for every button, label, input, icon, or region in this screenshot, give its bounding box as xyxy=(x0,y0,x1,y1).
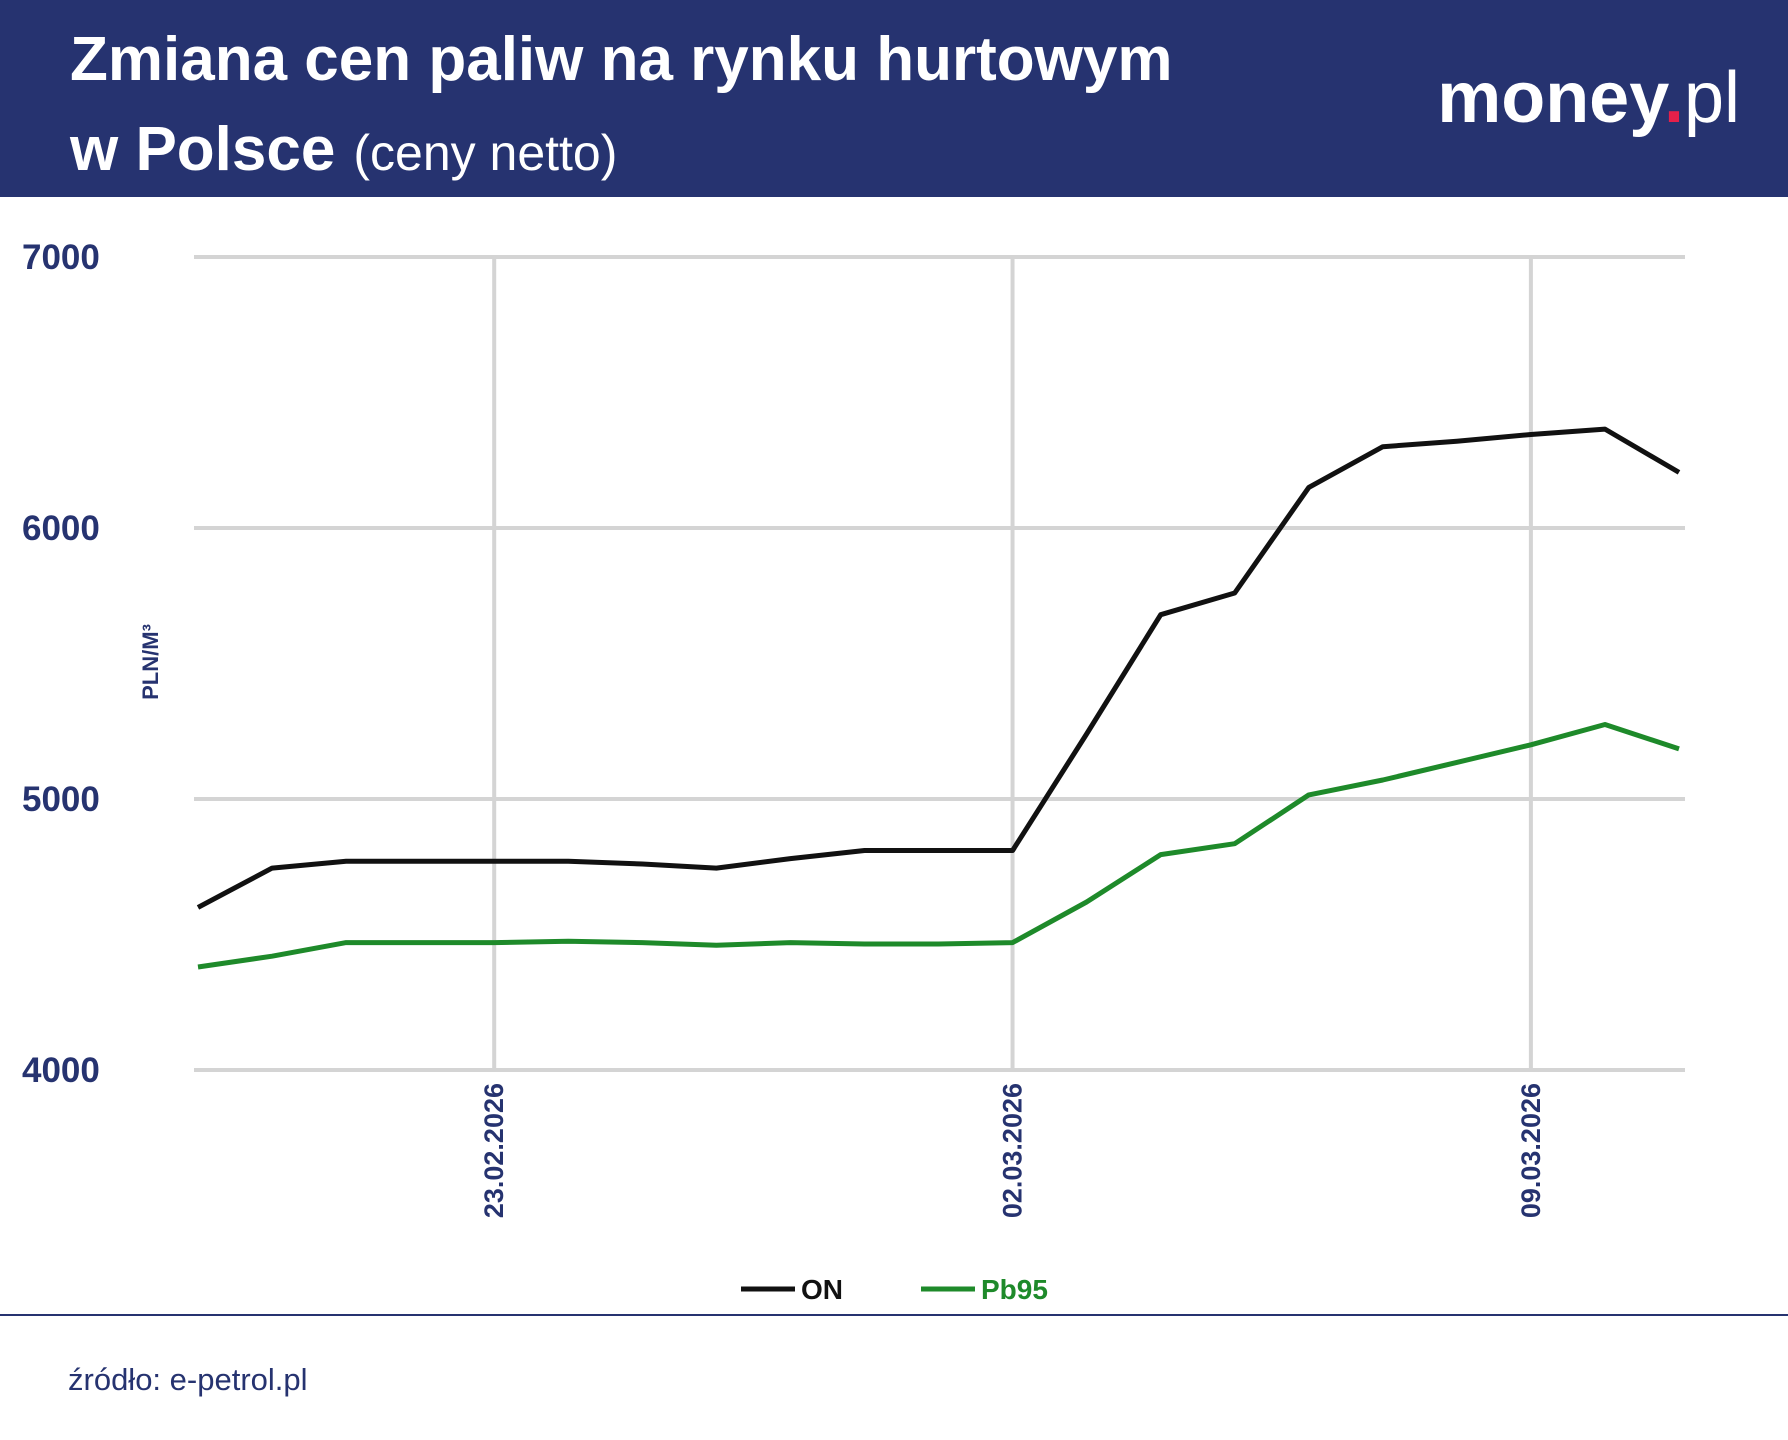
y-tick-label: 6000 xyxy=(22,509,100,548)
header-band xyxy=(0,0,1788,197)
y-tick-label: 4000 xyxy=(22,1051,100,1090)
y-axis-label: PLN/M³ xyxy=(138,624,163,700)
x-tick-label: 02.03.2026 xyxy=(998,1083,1028,1218)
series-line xyxy=(197,722,1680,970)
x-tick-label: 23.02.2026 xyxy=(479,1083,509,1218)
logo-part: money xyxy=(1437,58,1669,138)
series-line xyxy=(196,426,1681,910)
chart-title: Zmiana cen paliw na rynku hurtowym xyxy=(70,25,1172,94)
chart-subtitle: (ceny netto) xyxy=(353,125,617,181)
grid xyxy=(194,255,1685,1072)
source: źródło: e-petrol.pl xyxy=(68,1362,308,1397)
x-tick-label: 09.03.2026 xyxy=(1516,1083,1546,1218)
legend-label: ON xyxy=(801,1274,843,1305)
logo-part: pl xyxy=(1684,58,1740,138)
chart-title-line: w Polsce xyxy=(69,115,335,184)
chart-title: w Polsce (ceny netto) xyxy=(69,115,617,184)
plot xyxy=(196,426,1681,970)
logo-dot: . xyxy=(1664,58,1684,138)
logo: money.pl xyxy=(1437,58,1740,138)
y-tick-label: 5000 xyxy=(22,780,100,819)
legend-label: Pb95 xyxy=(981,1274,1048,1305)
y-tick-label: 7000 xyxy=(22,238,100,277)
